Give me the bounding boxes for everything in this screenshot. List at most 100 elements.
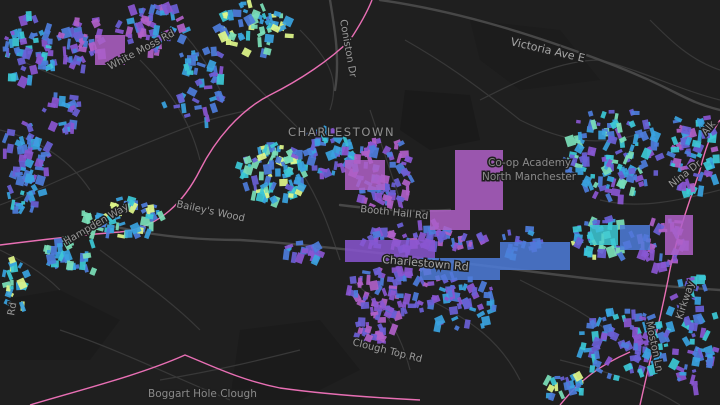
building-footprint: [47, 50, 54, 57]
building-footprint: [458, 284, 464, 291]
building-footprint: [2, 148, 7, 159]
building-footprint: [575, 167, 584, 175]
building-footprint: [659, 352, 668, 363]
building-footprint: [691, 380, 698, 386]
building-footprint: [250, 190, 257, 201]
building-footprint: [574, 154, 579, 159]
building-footprint: [345, 285, 353, 297]
building-footprint: [79, 55, 87, 64]
building-footprint: [650, 324, 657, 331]
building-footprint: [41, 107, 47, 113]
building-footprint: [422, 282, 429, 288]
building-footprint: [639, 130, 650, 142]
building-footprint: [311, 241, 323, 253]
building-footprint: [212, 22, 224, 34]
building-footprint: [347, 151, 356, 157]
building-footprint: [186, 70, 194, 75]
building-footprint: [259, 181, 269, 190]
building-footprint: [393, 139, 402, 145]
building-footprint: [572, 225, 582, 233]
building-block: [345, 240, 435, 262]
building-footprint: [243, 155, 253, 165]
building-footprint: [128, 201, 139, 214]
building-footprint: [391, 182, 396, 188]
building-footprint: [401, 161, 407, 166]
building-footprint: [8, 255, 17, 264]
building-footprint: [30, 183, 38, 192]
building-footprint: [691, 368, 697, 373]
building-footprint: [372, 266, 382, 276]
building-footprint: [476, 303, 485, 311]
building-footprint: [368, 280, 379, 292]
building-footprint: [617, 251, 626, 262]
building-footprint: [481, 315, 491, 327]
building-footprint: [697, 129, 703, 142]
building-footprint: [616, 163, 623, 171]
building-footprint: [23, 157, 35, 169]
building-footprint: [461, 283, 468, 292]
building-footprint: [684, 178, 692, 190]
building-footprint: [401, 301, 407, 309]
building-footprint: [196, 61, 206, 68]
building-footprint: [395, 264, 405, 278]
building-footprint: [165, 33, 171, 42]
building-footprint: [683, 364, 688, 370]
building-footprint: [191, 50, 196, 55]
building-footprint: [153, 47, 158, 54]
building-footprint: [642, 119, 650, 130]
building-footprint: [274, 156, 283, 164]
building-footprint: [646, 363, 658, 376]
building-footprint: [637, 181, 645, 188]
building-footprint: [128, 199, 136, 207]
label-rd-edge: Rd: [6, 302, 19, 317]
building-footprint: [184, 58, 192, 64]
building-footprint: [607, 135, 618, 145]
building-footprint: [584, 221, 589, 226]
building-footprint: [250, 157, 261, 170]
building-block: [420, 258, 500, 280]
building-footprint: [605, 307, 615, 318]
building-footprint: [604, 356, 613, 367]
building-footprint: [89, 267, 98, 276]
building-footprint: [34, 174, 46, 187]
building-footprint: [609, 119, 621, 130]
building-footprint: [548, 392, 556, 402]
building-footprint: [444, 296, 450, 302]
building-footprint: [623, 318, 632, 328]
building-footprint: [600, 332, 608, 341]
building-footprint: [597, 248, 607, 259]
building-footprint: [127, 3, 138, 17]
building-footprint: [62, 54, 68, 65]
building-footprint: [63, 125, 69, 135]
building-footprint: [127, 38, 134, 45]
building-footprint: [697, 185, 705, 197]
building-footprint: [400, 307, 405, 317]
building-footprint: [357, 277, 362, 288]
building-footprint: [262, 144, 269, 155]
building-footprint: [4, 41, 10, 52]
building-footprint: [62, 249, 73, 262]
building-footprint: [648, 334, 654, 342]
building-footprint: [636, 166, 644, 175]
building-footprint: [374, 309, 383, 321]
building-footprint: [152, 24, 161, 37]
building-footprint: [628, 186, 636, 197]
building-footprint: [263, 47, 272, 56]
building-footprint: [653, 343, 663, 351]
building-footprint: [594, 350, 600, 360]
building-footprint: [306, 155, 317, 167]
building-footprint: [416, 299, 424, 306]
building-footprint: [577, 131, 583, 141]
building-footprint: [671, 255, 678, 263]
building-footprint: [682, 315, 692, 327]
building-footprint: [608, 109, 615, 114]
building-footprint: [377, 333, 387, 343]
building-footprint: [183, 63, 190, 72]
building-footprint: [26, 135, 32, 145]
building-footprint: [49, 59, 55, 64]
building-footprint: [596, 122, 601, 127]
building-footprint: [331, 170, 336, 176]
building-footprint: [598, 184, 608, 192]
